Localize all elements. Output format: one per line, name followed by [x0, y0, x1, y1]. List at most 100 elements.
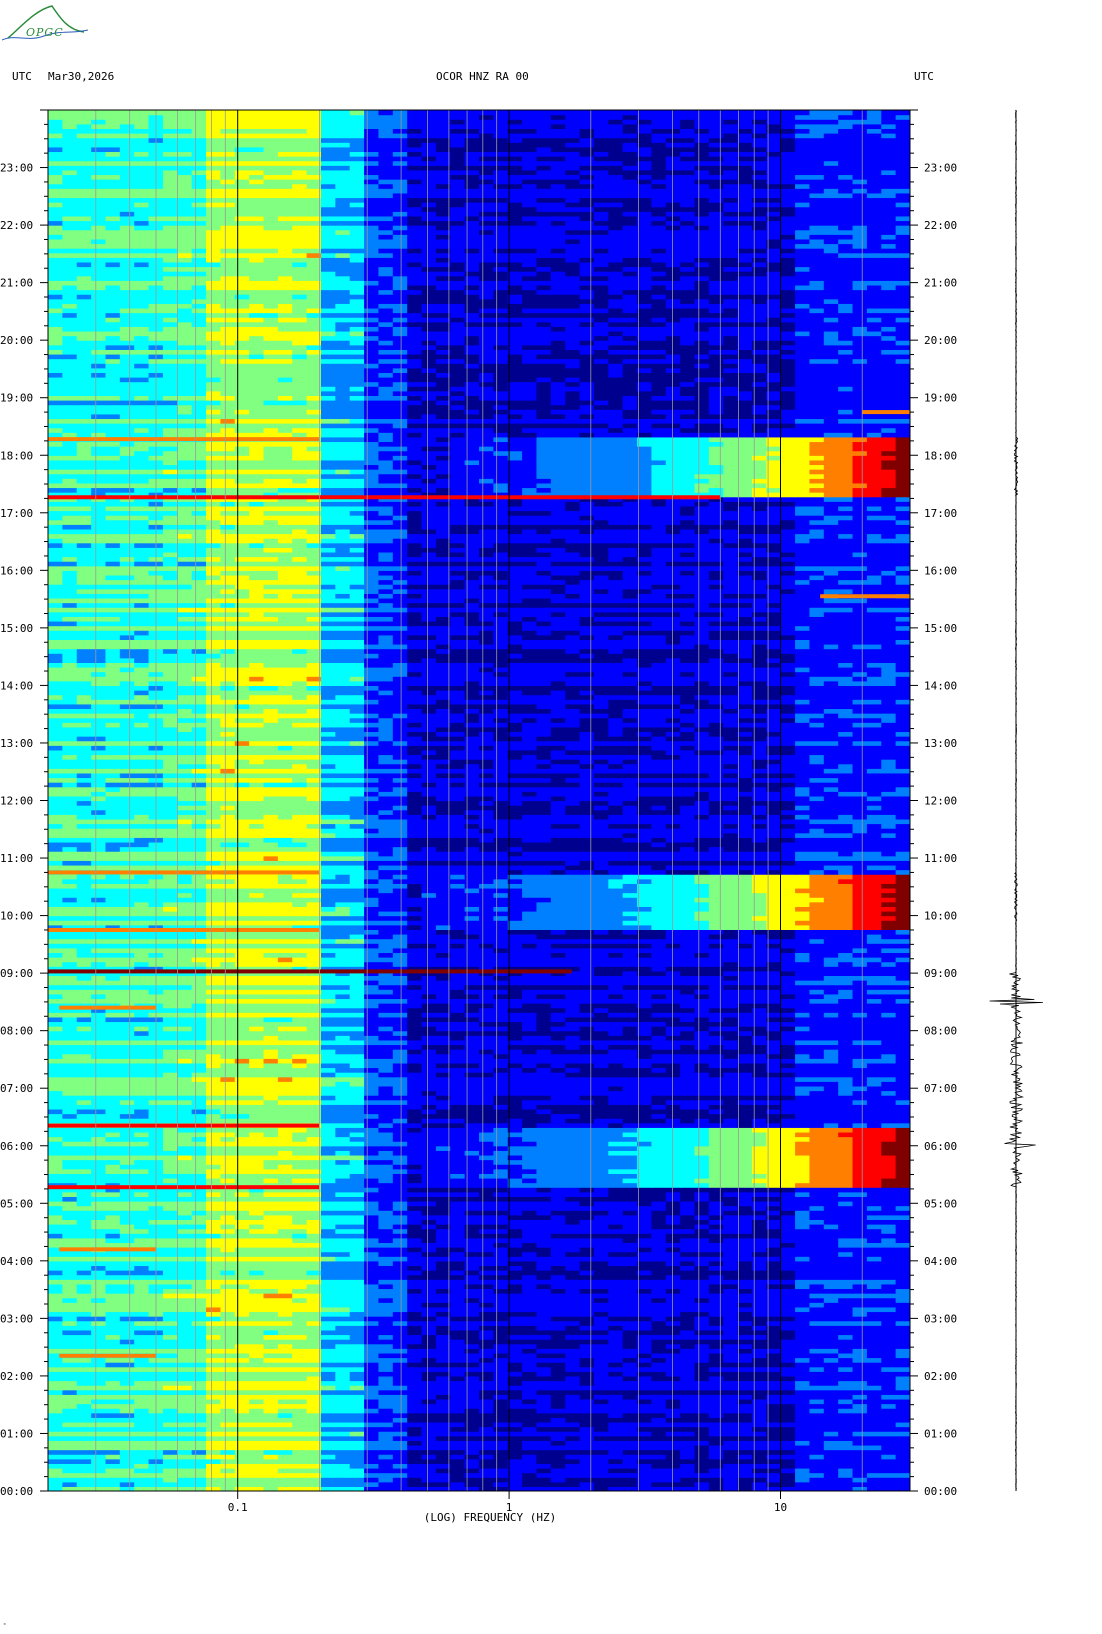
heatmap-cell — [651, 1427, 666, 1432]
heatmap-cell — [508, 1385, 523, 1390]
heatmap-cell — [651, 1399, 666, 1404]
heatmap-cell — [666, 1261, 681, 1266]
heatmap-cell — [436, 1381, 451, 1386]
heatmap-cell — [551, 1376, 566, 1381]
heatmap-cell — [651, 1279, 666, 1284]
heatmap-cell — [307, 1307, 322, 1312]
heatmap-cell — [105, 1436, 120, 1441]
heatmap-cell — [378, 1486, 393, 1491]
heatmap-cell — [393, 1150, 408, 1155]
heatmap-cell — [177, 1302, 192, 1307]
heatmap-cell — [235, 1459, 250, 1464]
heatmap-cell — [206, 1114, 221, 1119]
heatmap-cell — [407, 1288, 422, 1293]
heatmap-cell — [781, 1288, 796, 1293]
heatmap-cell — [134, 1288, 149, 1293]
heatmap-cell — [637, 1178, 652, 1183]
heatmap-cell — [680, 1417, 695, 1422]
heatmap-cell — [321, 1169, 336, 1174]
heatmap-cell — [853, 1219, 868, 1224]
heatmap-cell — [177, 1183, 192, 1188]
heatmap-cell — [62, 1270, 77, 1275]
heatmap-cell — [436, 1275, 451, 1280]
heatmap-cell — [149, 1261, 164, 1266]
heatmap-cell — [307, 1348, 322, 1353]
heatmap-cell — [493, 1224, 508, 1229]
heatmap-cell — [321, 1445, 336, 1450]
heatmap-cell — [292, 1293, 307, 1298]
header-right-utc: UTC — [914, 70, 934, 83]
heatmap-cell — [249, 1137, 264, 1142]
heatmap-cell — [565, 1362, 580, 1367]
heatmap-cell — [838, 1164, 853, 1169]
heatmap-cell — [594, 1325, 609, 1330]
heatmap-cell — [536, 1482, 551, 1487]
heatmap-cell — [235, 1270, 250, 1275]
heatmap-cell — [738, 1252, 753, 1257]
heatmap-cell — [838, 1183, 853, 1188]
heatmap-cell — [450, 1146, 465, 1151]
heatmap-cell — [378, 1431, 393, 1436]
heatmap-cell — [536, 1160, 551, 1165]
heatmap-cell — [422, 1173, 437, 1178]
heatmap-cell — [77, 1422, 92, 1427]
heatmap-cell — [422, 1330, 437, 1335]
heatmap-cell — [206, 1440, 221, 1445]
heatmap-cell — [77, 1463, 92, 1468]
heatmap-cell — [896, 1183, 911, 1188]
heatmap-cell — [680, 1482, 695, 1487]
heatmap-cell — [62, 1155, 77, 1160]
heatmap-cell — [62, 1242, 77, 1247]
heatmap-cell — [422, 1381, 437, 1386]
heatmap-cell — [695, 1325, 710, 1330]
heatmap-cell — [378, 1427, 393, 1432]
heatmap-cell — [235, 1394, 250, 1399]
heatmap-cell — [120, 1127, 135, 1132]
heatmap-cell — [149, 1279, 164, 1284]
heatmap-cell — [378, 1275, 393, 1280]
heatmap-cell — [77, 1321, 92, 1326]
heatmap-cell — [580, 1302, 595, 1307]
heatmap-cell — [120, 1279, 135, 1284]
heatmap-cell — [594, 1302, 609, 1307]
heatmap-cell — [623, 1362, 638, 1367]
heatmap-cell — [608, 1321, 623, 1326]
heatmap-cell — [637, 1339, 652, 1344]
heatmap-cell — [249, 1233, 264, 1238]
heatmap-cell — [824, 1376, 839, 1381]
heatmap-cell — [853, 1367, 868, 1372]
heatmap-cell — [709, 1445, 724, 1450]
heatmap-cell — [522, 1114, 537, 1119]
heatmap-cell — [62, 1215, 77, 1220]
heatmap-cell — [120, 1215, 135, 1220]
heatmap-cell — [709, 1164, 724, 1169]
heatmap-cell — [766, 1114, 781, 1119]
heatmap-cell — [77, 1330, 92, 1335]
heatmap-cell — [795, 1436, 810, 1441]
heatmap-cell — [177, 1270, 192, 1275]
heatmap-cell — [120, 1399, 135, 1404]
heatmap-cell — [896, 1417, 911, 1422]
heatmap-cell — [795, 1146, 810, 1151]
heatmap-cell — [838, 1376, 853, 1381]
heatmap-cell — [809, 1482, 824, 1487]
heatmap-cell — [594, 1408, 609, 1413]
heatmap-cell — [766, 1242, 781, 1247]
heatmap-cell — [134, 1371, 149, 1376]
heatmap-cell — [723, 1376, 738, 1381]
heatmap-cell — [350, 1450, 365, 1455]
heatmap-cell — [795, 1463, 810, 1468]
heatmap-cell — [838, 1385, 853, 1390]
heatmap-cell — [307, 1436, 322, 1441]
heatmap-cell — [192, 1436, 207, 1441]
heatmap-cell — [565, 1201, 580, 1206]
heatmap-cell — [637, 1265, 652, 1270]
heatmap-cell — [206, 1252, 221, 1257]
heatmap-cell — [838, 1109, 853, 1114]
heatmap-cell — [91, 1256, 106, 1261]
heatmap-cell — [364, 1486, 379, 1491]
heatmap-cell — [163, 1229, 178, 1234]
heatmap-cell — [695, 1311, 710, 1316]
heatmap-cell — [867, 1339, 882, 1344]
heatmap-cell — [752, 1242, 767, 1247]
